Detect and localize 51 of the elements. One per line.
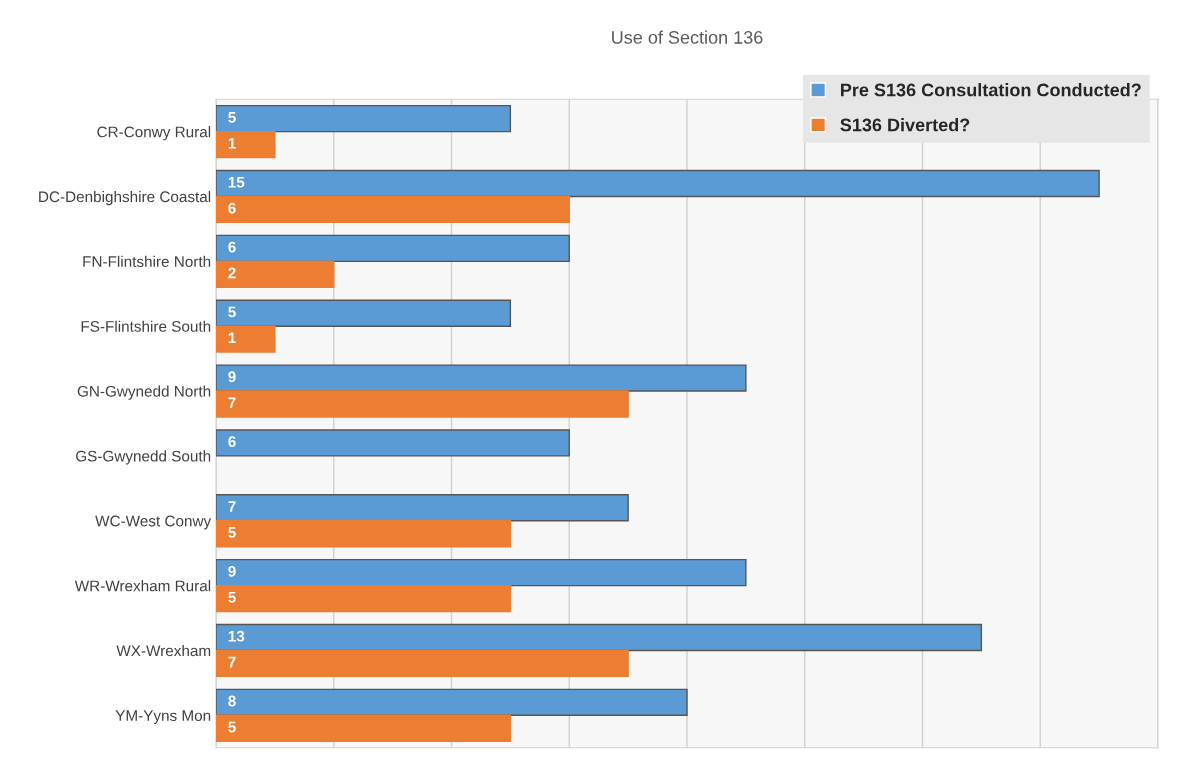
data-label: 8 (228, 695, 236, 707)
data-label: 1 (228, 332, 236, 344)
bar (216, 714, 512, 742)
data-label: 7 (228, 501, 236, 512)
bar (216, 584, 512, 613)
y-tick-label: CR-Conwy Rural (97, 126, 211, 141)
data-label: 1 (228, 138, 236, 149)
data-label: 9 (228, 565, 236, 577)
data-label: 9 (228, 371, 236, 383)
y-tick-label: WX-Wrexham (116, 644, 211, 657)
data-label: 6 (228, 202, 236, 214)
y-tick-label: WR-Wrexham Rural (74, 580, 211, 592)
data-label: 5 (228, 527, 236, 538)
y-tick-label: FS-Flintshire South (81, 320, 211, 332)
y-tick-label: GN-Gwynedd North (77, 385, 211, 400)
data-label: 13 (228, 630, 245, 642)
bar (216, 688, 688, 717)
data-label: 5 (228, 721, 236, 733)
bar (216, 558, 747, 587)
bar (216, 390, 629, 418)
bar (216, 623, 983, 652)
data-label: 2 (228, 267, 236, 279)
bar (216, 649, 629, 678)
data-label: 5 (228, 112, 236, 123)
bar (216, 364, 747, 392)
legend-label: S136 Diverted? (840, 118, 970, 132)
bar (216, 104, 512, 133)
y-tick-label: GS-Gwynedd South (76, 450, 211, 465)
bar (216, 494, 629, 522)
y-tick-label: WC-West Conwy (95, 515, 212, 530)
data-label: 6 (228, 241, 236, 253)
bar (216, 195, 570, 224)
data-label: 7 (228, 397, 236, 408)
data-label: 7 (228, 656, 236, 668)
bar (216, 299, 512, 327)
data-label: 5 (228, 592, 236, 603)
y-tick-label: FN-Flintshire North (83, 255, 211, 268)
bar (216, 234, 570, 263)
bar (216, 260, 335, 288)
data-label: 15 (228, 176, 245, 188)
data-label: 6 (228, 436, 236, 448)
bar (216, 130, 276, 159)
y-tick-label: DC-Denbighshire Coastal (39, 190, 211, 206)
bar (216, 325, 276, 353)
data-label: 5 (228, 306, 236, 318)
legend-label: Pre S136 Consultation Conducted? (841, 83, 1141, 97)
bar (216, 429, 570, 457)
y-tick-label: YM-Yyns Mon (115, 710, 211, 725)
chart-title: Use of Section 136 (612, 30, 763, 44)
bar (216, 169, 1100, 198)
bar (216, 520, 512, 548)
